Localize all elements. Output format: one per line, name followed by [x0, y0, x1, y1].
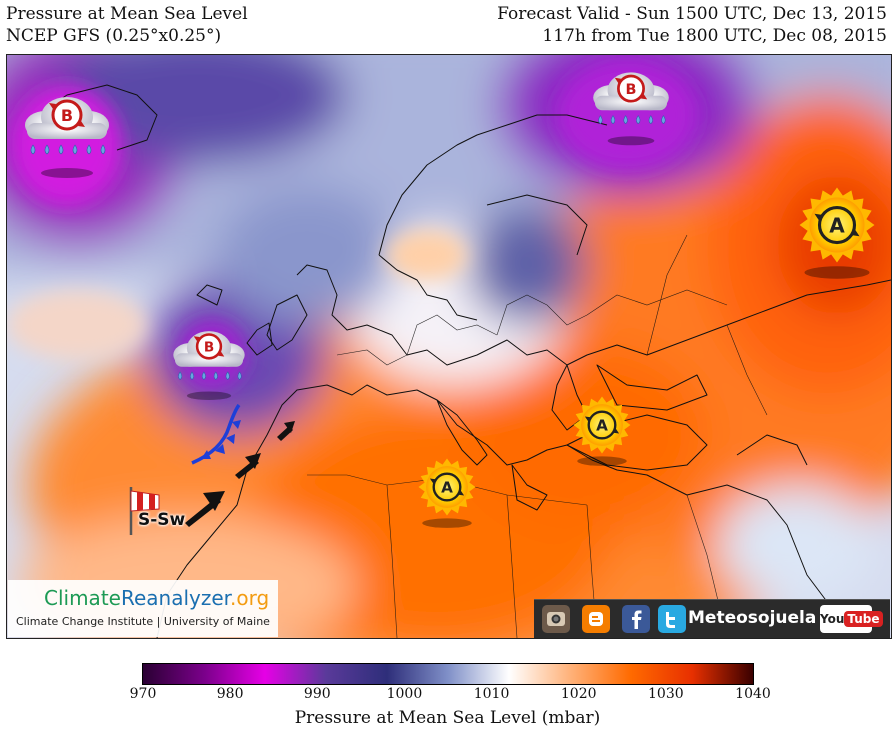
map-title: Pressure at Mean Sea Level: [6, 4, 248, 24]
instagram-icon[interactable]: [542, 605, 570, 633]
high-pressure-label: A: [829, 214, 845, 238]
high-pressure-label: A: [441, 479, 453, 497]
logo-text-org: .org: [230, 586, 270, 610]
high-pressure-marker: A: [573, 396, 631, 466]
cold-front-icon: [191, 403, 241, 465]
twitter-icon[interactable]: [658, 605, 686, 633]
pressure-map: B B B A A A S-Sw ClimateReanalyzer.org Clima…: [6, 54, 892, 639]
wind-arrow-icon: [185, 421, 295, 527]
youtube-icon[interactable]: You Tube: [820, 605, 883, 633]
colorbar-tick-1000: 1000: [386, 686, 423, 702]
colorbar-tick-1030: 1030: [648, 686, 684, 702]
high-pressure-marker: A: [799, 187, 875, 279]
colorbar-tick-1040: 1040: [735, 686, 771, 702]
colorbar-tick-980: 980: [216, 686, 244, 702]
low-pressure-marker: B: [593, 72, 669, 146]
forecast-lead-time: 117h from Tue 1800 UTC, Dec 08, 2015: [542, 26, 887, 46]
facebook-icon[interactable]: [622, 605, 650, 633]
youtube-text-tube: Tube: [844, 611, 883, 627]
low-pressure-markers: B B B: [25, 72, 669, 400]
wind-direction-label: S-Sw: [138, 510, 186, 530]
colorbar-tick-970: 970: [129, 686, 157, 702]
high-pressure-label: A: [596, 417, 608, 435]
windsock-icon: [129, 487, 160, 535]
social-account-name[interactable]: Meteosojuela: [688, 608, 817, 628]
low-pressure-label: B: [61, 106, 73, 125]
sun-icon: [799, 187, 875, 263]
logo-text-climate: Climate: [44, 586, 121, 610]
low-pressure-label: B: [204, 340, 214, 356]
colorbar-tick-1020: 1020: [560, 686, 597, 702]
low-pressure-marker: B: [25, 97, 109, 178]
pressure-colorbar: [142, 663, 754, 685]
colorbar-tick-1010: 1010: [473, 686, 510, 702]
low-pressure-marker: B: [173, 331, 245, 400]
high-pressure-markers: A A A: [418, 187, 875, 528]
logo-subtitle: Climate Change Institute | University of…: [16, 615, 270, 628]
climate-reanalyzer-logo[interactable]: ClimateReanalyzer.org Climate Change Ins…: [8, 580, 278, 637]
map-canvas: B B B A A A: [7, 55, 891, 638]
youtube-text-you: You: [820, 612, 845, 626]
colorbar-title: Pressure at Mean Sea Level (mbar): [294, 708, 601, 728]
social-media-bar: Meteosojuela You Tube: [534, 599, 890, 638]
model-label: NCEP GFS (0.25°x0.25°): [6, 26, 222, 46]
sun-icon: [573, 396, 631, 454]
forecast-valid-time: Forecast Valid - Sun 1500 UTC, Dec 13, 2…: [497, 4, 887, 24]
sun-icon: [418, 458, 476, 516]
logo-text-reanalyzer: Reanalyzer: [120, 586, 231, 610]
blogger-icon[interactable]: [582, 605, 610, 633]
colorbar-tick-990: 990: [303, 686, 331, 702]
low-pressure-label: B: [626, 82, 637, 98]
high-pressure-marker: A: [418, 458, 476, 528]
